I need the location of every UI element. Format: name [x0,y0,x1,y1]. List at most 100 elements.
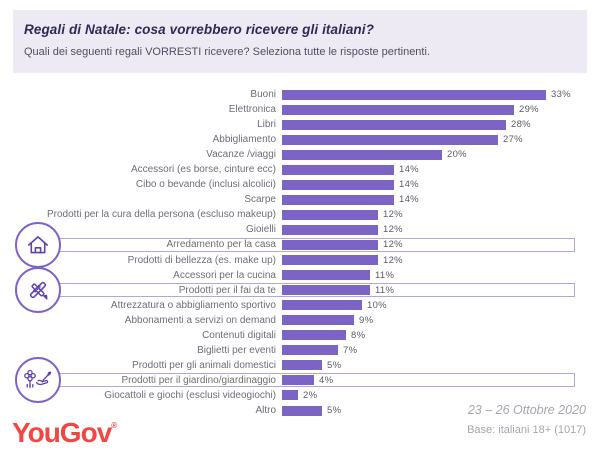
bar-track: 14% [282,194,575,205]
bar [282,285,370,296]
value-label: 20% [447,149,467,161]
category-label: Accessori (es borse, cinture ecc) [130,164,276,176]
category-label: Buoni [250,89,276,101]
value-label: 9% [359,314,374,326]
bar-track: 12% [282,239,575,250]
category-label: Attrezzatura o abbigliamento sportivo [110,299,276,311]
bar-track: 11% [282,270,575,281]
category-label: Elettronica [228,104,276,116]
bar-track: 11% [282,285,575,296]
value-label: 29% [519,104,539,116]
bar-track: 12% [282,255,575,266]
bar [282,134,498,145]
bar-track: 5% [282,405,575,416]
chart-row: Accessori per la cucina 11% [10,268,575,283]
sample-base: Base: italiani 18+ (1017) [467,424,586,436]
gardening-icon [24,370,52,389]
chart-row: Prodotti per la cura della persona (escl… [10,207,575,222]
category-label: Contenuti digitali [202,329,276,341]
value-label: 11% [375,269,395,281]
bar [282,209,378,220]
bar [282,224,378,235]
value-label: 12% [383,224,403,236]
bar [282,179,394,190]
category-label: Gioielli [245,224,276,236]
chart-row: Abbonamenti a servizi on demand 9% [10,313,575,328]
bar-track: 10% [282,300,575,311]
value-label: 28% [511,119,531,131]
value-label: 27% [503,134,523,146]
gardening-icon-circle [15,357,61,404]
category-label: Scarpe [244,194,276,206]
category-label: Vacanze /viaggi [206,149,276,161]
bar [282,405,322,416]
chart-row: Prodotti per gli animali domestici 5% [10,358,575,373]
value-label: 4% [319,374,334,386]
diy-tools-icon [29,281,48,300]
value-label: 10% [367,299,387,311]
bar [282,300,362,311]
value-label: 14% [399,194,419,206]
bar [282,330,346,341]
bar-track: 27% [282,134,575,145]
header-panel: Regali di Natale: cosa vorrebbero riceve… [13,10,587,73]
category-label: Abbigliamento [212,134,276,146]
bar-track: 33% [282,89,575,100]
chart-row: Altro 5% [10,403,575,418]
chart-row: Scarpe 14% [10,192,575,207]
value-label: 14% [399,164,419,176]
category-label: Cibo o bevande (inclusi alcolici) [135,179,276,191]
bar-track: 7% [282,345,575,356]
chart-row: Biglietti per eventi 7% [10,343,575,358]
survey-question: Quali dei seguenti regali VORRESTI ricev… [24,46,430,58]
value-label: 11% [375,284,395,296]
bar [282,390,298,401]
yougov-logo: YouGov® [12,417,117,449]
bar [282,360,322,371]
bar [282,239,378,250]
bar [282,375,314,386]
value-label: 7% [343,344,358,356]
chart-row: Prodotti per il giardino/giardinaggio 4% [10,357,575,404]
chart-row: Prodotti di bellezza (es. make up) 12% [10,253,575,268]
category-label: Prodotti per gli animali domestici [132,359,276,371]
value-label: 12% [383,209,403,221]
bar [282,255,378,266]
bar-track: 2% [282,390,575,401]
value-label: 2% [303,389,318,401]
value-label: 12% [383,239,403,251]
bar-track: 14% [282,179,575,190]
chart-row: Attrezzatura o abbigliamento sportivo 10% [10,298,575,313]
bar [282,194,394,205]
bar-track: 5% [282,360,575,371]
house-icon [27,236,49,254]
bar-track: 28% [282,119,575,130]
category-label: Accessori per la cucina [173,269,276,281]
value-label: 8% [351,329,366,341]
value-label: 33% [551,89,571,101]
chart-row: Buoni 33% [10,87,575,102]
value-label: 5% [327,359,342,371]
bar [282,315,354,326]
bar-track: 9% [282,315,575,326]
bar [282,89,546,100]
diy-tools-icon-circle [15,267,61,314]
chart-row: Cibo o bevande (inclusi alcolici) 14% [10,177,575,192]
logo-text: YouGov [12,417,112,448]
chart-row: Abbigliamento 27% [10,132,575,147]
footer-meta: 23 – 26 Ottobre 2020 Base: italiani 18+ … [467,403,586,436]
category-label: Prodotti per il giardino/giardinaggio [121,374,276,386]
chart-row: Giocattoli e giochi (esclusi videogiochi… [10,388,575,403]
fieldwork-dates: 23 – 26 Ottobre 2020 [467,403,586,417]
bar-track: 12% [282,209,575,220]
bar [282,164,394,175]
bar-track: 12% [282,224,575,235]
registered-mark: ® [111,421,118,430]
category-label: Arredamento per la casa [166,239,276,251]
category-label: Prodotti per la cura della persona (escl… [46,209,276,221]
bar [282,270,370,281]
chart-row: Arredamento per la casa 12% [10,221,575,268]
category-label: Libri [257,119,276,131]
chart-row: Prodotti per il fai da te 11% [10,267,575,314]
